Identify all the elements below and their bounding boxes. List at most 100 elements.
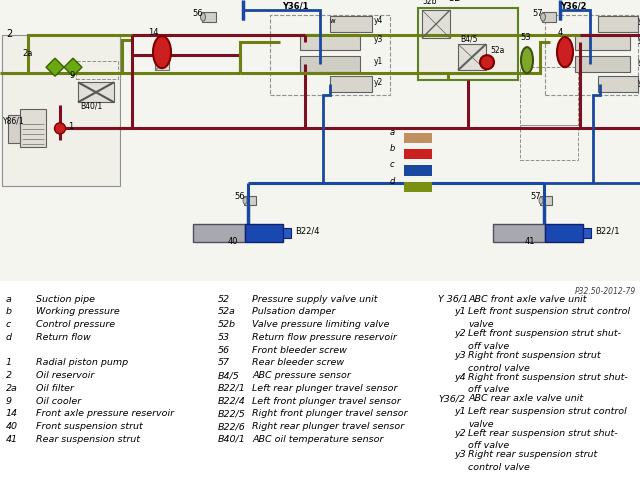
Text: d: d <box>6 333 12 342</box>
Text: Front axle pressure reservoir: Front axle pressure reservoir <box>36 409 174 419</box>
Text: 52: 52 <box>218 295 230 304</box>
Text: Right front suspension strut: Right front suspension strut <box>468 351 600 360</box>
Bar <box>193 224 245 242</box>
Text: 53: 53 <box>218 333 230 342</box>
Text: 1: 1 <box>68 122 73 132</box>
Text: Oil reservoir: Oil reservoir <box>36 371 94 380</box>
Bar <box>330 76 372 92</box>
Text: 52a: 52a <box>218 308 236 316</box>
Text: 57: 57 <box>218 359 230 368</box>
Text: 56: 56 <box>192 9 203 18</box>
Bar <box>78 82 114 102</box>
Text: Y36/1: Y36/1 <box>282 1 308 10</box>
Bar <box>283 228 291 238</box>
Ellipse shape <box>541 13 545 21</box>
Text: Pressure supply valve unit: Pressure supply valve unit <box>252 295 378 304</box>
Text: B22/1: B22/1 <box>595 227 620 236</box>
Text: d: d <box>390 177 396 186</box>
Text: Suction pipe: Suction pipe <box>36 295 95 304</box>
Bar <box>404 181 432 192</box>
Text: 40: 40 <box>6 422 18 431</box>
Bar <box>155 60 169 70</box>
Ellipse shape <box>480 55 494 69</box>
Bar <box>244 195 256 204</box>
Text: ABC rear axle valve unit: ABC rear axle valve unit <box>468 394 583 403</box>
Polygon shape <box>46 58 64 76</box>
Text: y2: y2 <box>454 329 466 338</box>
Text: 53: 53 <box>520 33 531 42</box>
Text: y1: y1 <box>374 57 383 66</box>
Bar <box>245 224 283 242</box>
Text: c: c <box>390 160 395 169</box>
Text: y3: y3 <box>454 450 466 459</box>
Text: y1: y1 <box>454 407 466 416</box>
Text: Pulsation damper: Pulsation damper <box>252 308 335 316</box>
Text: y3: y3 <box>374 35 383 44</box>
Bar <box>404 149 432 159</box>
Text: 9: 9 <box>6 397 12 406</box>
Text: Y86/1: Y86/1 <box>3 116 24 125</box>
Bar <box>20 109 46 147</box>
Text: B22/4: B22/4 <box>295 227 319 236</box>
Text: 52a: 52a <box>490 46 504 55</box>
Ellipse shape <box>54 123 65 134</box>
Text: 1: 1 <box>6 359 12 368</box>
Ellipse shape <box>243 197 247 204</box>
Text: a: a <box>390 128 395 137</box>
Text: Front bleeder screw: Front bleeder screw <box>252 346 347 355</box>
Bar <box>404 166 432 176</box>
Text: Oil filter: Oil filter <box>36 384 74 393</box>
Text: B22/1: B22/1 <box>218 384 246 393</box>
Text: Right front suspension strut shut-: Right front suspension strut shut- <box>468 372 628 382</box>
Text: y3: y3 <box>638 35 640 44</box>
Polygon shape <box>64 58 82 76</box>
Bar <box>300 34 360 50</box>
Bar <box>202 12 216 22</box>
Text: y4: y4 <box>374 16 383 25</box>
Text: Return flow: Return flow <box>36 333 91 342</box>
Bar <box>404 133 432 144</box>
Text: Y36/2: Y36/2 <box>560 1 586 10</box>
Text: b: b <box>390 144 396 154</box>
Text: y4: y4 <box>638 16 640 25</box>
Text: 2: 2 <box>6 371 12 380</box>
Text: B4/5: B4/5 <box>218 371 240 380</box>
Text: B40/1: B40/1 <box>80 101 102 110</box>
Ellipse shape <box>539 197 543 204</box>
Text: valve: valve <box>468 420 493 429</box>
Bar <box>422 10 450 38</box>
Text: off valve: off valve <box>468 342 509 351</box>
Text: B40/1: B40/1 <box>218 435 246 444</box>
Text: 41: 41 <box>6 435 18 444</box>
Bar <box>76 61 118 79</box>
Bar <box>545 15 638 95</box>
Text: B22/4: B22/4 <box>218 397 246 406</box>
Text: Oil cooler: Oil cooler <box>36 397 81 406</box>
Bar <box>540 195 552 204</box>
Text: Left rear suspension strut control: Left rear suspension strut control <box>468 407 627 416</box>
Text: 52: 52 <box>448 0 461 3</box>
Text: B22/5: B22/5 <box>218 409 246 419</box>
Text: 41: 41 <box>525 237 536 246</box>
Text: ABC front axle valve unit: ABC front axle valve unit <box>468 295 586 304</box>
Text: off valve: off valve <box>468 441 509 450</box>
Bar <box>583 228 591 238</box>
Text: Left front plunger travel sensor: Left front plunger travel sensor <box>252 397 401 406</box>
Text: 57: 57 <box>532 9 543 18</box>
Text: Y 36/1: Y 36/1 <box>438 295 468 304</box>
Text: a: a <box>6 295 12 304</box>
Text: P32.50-2012-79: P32.50-2012-79 <box>575 287 636 296</box>
Bar <box>270 15 390 95</box>
Text: B22/6: B22/6 <box>218 422 246 431</box>
Ellipse shape <box>521 47 533 73</box>
Text: 9: 9 <box>70 71 76 80</box>
Text: Rear bleeder screw: Rear bleeder screw <box>252 359 344 368</box>
Text: Control pressure: Control pressure <box>36 320 115 329</box>
Bar <box>575 34 630 50</box>
Bar <box>8 115 20 144</box>
Text: 2a: 2a <box>22 49 33 58</box>
Text: 14: 14 <box>6 409 18 419</box>
Text: Right rear plunger travel sensor: Right rear plunger travel sensor <box>252 422 404 431</box>
Text: 57: 57 <box>530 192 541 201</box>
Text: w: w <box>330 18 336 24</box>
